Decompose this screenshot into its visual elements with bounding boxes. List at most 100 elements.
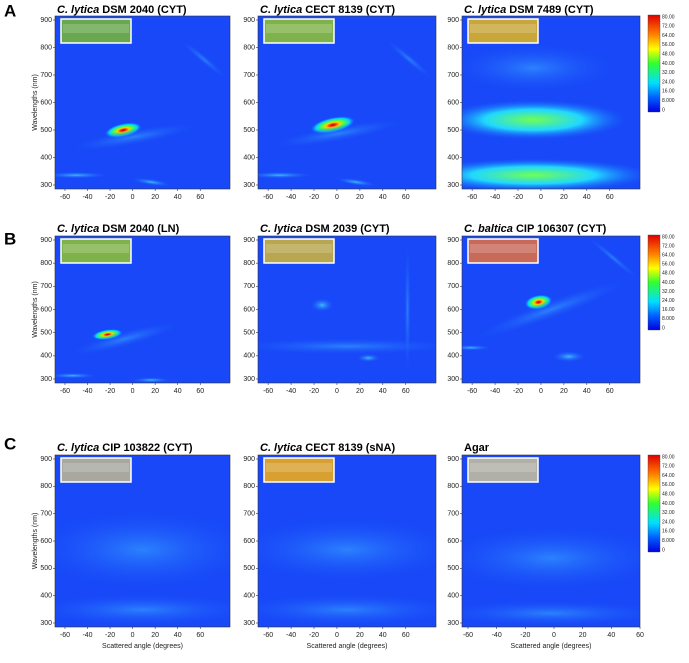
x-tick-label: -40: [492, 632, 502, 639]
intensity-spot: [384, 38, 435, 81]
plot-area: [55, 236, 230, 383]
x-tick-label: 20: [356, 632, 364, 639]
x-tick-label: 0: [335, 194, 339, 201]
colorbar-tick-label: 0: [662, 107, 665, 113]
colorbar-tick-label: 32.00: [662, 70, 675, 76]
x-tick-label: 0: [131, 632, 135, 639]
y-tick-label: 300: [243, 620, 255, 627]
species: C. lytica: [57, 442, 99, 454]
strain: CECT 8139 (sNA): [302, 442, 395, 454]
y-tick-label: 600: [40, 538, 52, 545]
intensity-spot: [462, 157, 640, 189]
x-tick-label: -20: [105, 388, 115, 395]
y-tick-label: 500: [243, 330, 255, 337]
intensity-spot: [334, 177, 378, 187]
y-tick-label: 400: [447, 154, 459, 161]
colorbar-tick-label: 16.00: [662, 89, 675, 95]
x-tick-label: 0: [335, 388, 339, 395]
colorbar-tick-label: 72.00: [662, 24, 675, 30]
intensity-spot: [585, 236, 640, 282]
x-tick-label: -20: [513, 388, 523, 395]
colorbar-gradient: [647, 234, 661, 331]
colorbar-tick-label: 8.000: [662, 316, 675, 322]
heatmap-panel: C. lytica DSM 2040 (LN)90080070060050040…: [32, 223, 231, 395]
y-tick-label: 400: [40, 353, 52, 360]
panel-title: C. lytica DSM 7489 (CYT): [464, 4, 594, 16]
y-tick-label: 900: [243, 456, 255, 463]
x-axis-title: Scattered angle (degrees): [102, 643, 183, 650]
plot-area: [258, 455, 436, 627]
colorbar-tick-label: 0: [662, 325, 665, 331]
colorbar-tick-label: 32.00: [662, 510, 675, 516]
intensity-spot: [462, 599, 640, 627]
colorbar-tick-label: 80.00: [662, 454, 675, 460]
y-tick-label: 800: [243, 44, 255, 51]
x-tick-label: 60: [196, 388, 204, 395]
colony-inset: [60, 457, 132, 483]
x-tick-label: -40: [490, 194, 500, 201]
x-tick-label: 0: [539, 388, 543, 395]
y-tick-label: 900: [40, 237, 52, 244]
x-tick-label: -60: [263, 388, 273, 395]
species: C. lytica: [260, 442, 302, 454]
y-tick-label: 300: [40, 620, 52, 627]
heatmap-bg: [258, 16, 436, 189]
colorbar-tick-label: 16.00: [662, 529, 675, 535]
intensity-spot: [403, 236, 412, 383]
plot-area: [55, 455, 230, 627]
x-tick-label: 40: [583, 388, 591, 395]
x-tick-label: 60: [636, 632, 644, 639]
colorbar-tick-label: 40.00: [662, 61, 675, 67]
x-tick-label: -60: [60, 388, 70, 395]
y-tick-label: 700: [447, 511, 459, 518]
intensity-spot: [55, 592, 230, 627]
plot-area: [258, 16, 436, 189]
y-tick-label: 800: [243, 483, 255, 490]
x-tick-label: 40: [379, 632, 387, 639]
x-tick-label: -60: [60, 194, 70, 201]
x-tick-label: -60: [463, 632, 473, 639]
colony-inset: [467, 457, 539, 483]
y-tick-label: 700: [243, 72, 255, 79]
heatmap-panel: Agar 900 800 700 600 500 400 300 -60 -40 -20 0 20 40 6…: [447, 442, 644, 650]
panel-title: C. lytica CIP 103822 (CYT): [57, 442, 193, 454]
panel-title: Agar: [464, 442, 490, 454]
y-axis-title: Wavelengths (nm): [32, 74, 39, 131]
x-tick-label: 20: [579, 632, 587, 639]
plot-area: [462, 16, 640, 189]
x-tick-label: -20: [513, 194, 523, 201]
colony-inset-band: [63, 244, 129, 253]
colorbar-gradient: [647, 14, 661, 113]
species: C. lytica: [57, 223, 99, 235]
y-tick-label: 300: [243, 376, 255, 383]
x-tick-label: 0: [131, 388, 135, 395]
heatmap-panel: C. lytica DSM 2040 (CYT)9008007006005004…: [32, 4, 231, 201]
y-tick-label: 800: [40, 483, 52, 490]
y-tick-label: 700: [40, 72, 52, 79]
strain: DSM 2040 (LN): [99, 223, 179, 235]
panel-label: C: [4, 434, 16, 453]
colorbar-tick-label: 0: [662, 547, 665, 553]
colony-inset-band: [266, 244, 332, 253]
y-tick-label: 600: [447, 99, 459, 106]
species: C. lytica: [260, 223, 302, 235]
colorbar-tick-label: 64.00: [662, 33, 675, 39]
x-tick-label: -40: [82, 194, 92, 201]
intensity-spot: [551, 350, 587, 363]
intensity-spot: [55, 171, 111, 179]
intensity-spot: [462, 344, 493, 351]
panel-label: A: [4, 1, 16, 20]
colorbar-tick-label: 72.00: [662, 243, 675, 249]
y-tick-label: 800: [447, 44, 459, 51]
y-tick-label: 800: [40, 260, 52, 267]
intensity-spot: [462, 41, 623, 94]
strain: DSM 2039 (CYT): [302, 223, 390, 235]
x-tick-label: 40: [583, 194, 591, 201]
y-tick-label: 400: [40, 593, 52, 600]
colony-inset-band: [470, 244, 536, 253]
heatmap-panel: C. lytica DSM 7489 (CYT)9008007006005004…: [447, 4, 641, 201]
y-tick-label: 700: [243, 283, 255, 290]
intensity-spot: [130, 377, 173, 383]
y-tick-label: 800: [447, 260, 459, 267]
y-tick-label: 600: [243, 538, 255, 545]
